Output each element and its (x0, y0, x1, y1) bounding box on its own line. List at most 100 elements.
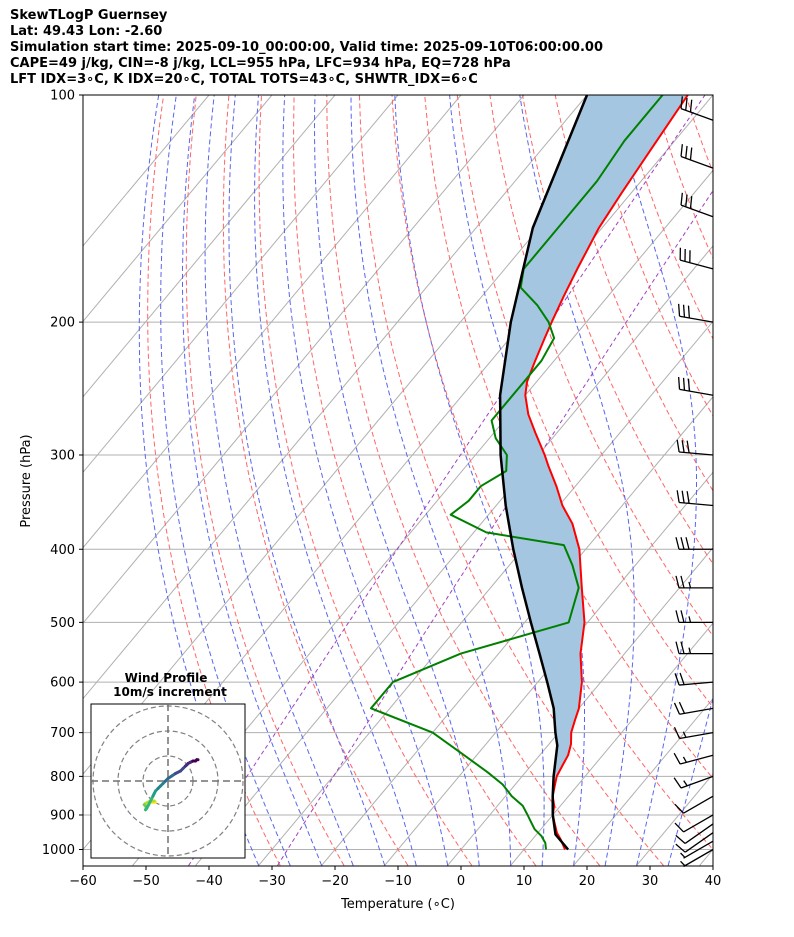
isotherm-gridline (83, 95, 399, 474)
wind-barb (674, 672, 714, 686)
mixing-ratio-line (277, 189, 713, 866)
moist-adiabat (519, 95, 635, 866)
wind-barb (675, 537, 713, 550)
y-tick-label: 300 (50, 448, 75, 463)
indices-line-1: CAPE=49 j/kg, CIN=-8 j/kg, LCL=955 hPa, … (10, 56, 511, 71)
isotherm-gridline (83, 95, 462, 549)
isotherm-gridline (510, 622, 713, 866)
dewpoint-line (370, 95, 664, 850)
dry-adiabat (685, 95, 713, 174)
dry-adiabat (293, 95, 537, 866)
y-tick-label: 800 (50, 770, 75, 785)
wind-barb (673, 701, 714, 715)
dry-adiabat (587, 95, 713, 417)
parcel-line (498, 95, 589, 851)
x-tick-label: −30 (258, 874, 285, 889)
dry-adiabat (185, 95, 345, 866)
moist-adiabat (350, 95, 512, 866)
moist-adiabat (313, 95, 480, 866)
wind-barb (674, 814, 714, 833)
wind-barb (675, 641, 713, 655)
dry-adiabat (456, 95, 713, 709)
wind-barb (675, 610, 713, 624)
mixing-ratio-line (188, 95, 706, 866)
dry-adiabat (652, 95, 713, 260)
y-tick-label: 100 (50, 89, 75, 104)
moist-adiabat (611, 95, 697, 866)
x-tick-label: 10 (516, 874, 533, 889)
dry-adiabat (147, 95, 281, 866)
isotherm-gridline (763, 95, 794, 865)
x-tick-label: 40 (705, 874, 722, 889)
x-tick-label: −20 (321, 874, 348, 889)
dry-adiabat (326, 95, 600, 866)
isotherm-gridline (83, 95, 588, 700)
x-tick-label: 0 (457, 874, 465, 889)
isotherm-gridline (83, 95, 525, 624)
moist-adiabat (228, 95, 386, 866)
y-axis-label: Pressure (hPa) (19, 434, 34, 527)
x-tick-label: −50 (132, 874, 159, 889)
wind-barb (673, 775, 714, 789)
y-tick-label: 900 (50, 808, 75, 823)
dry-adiabat (784, 95, 794, 866)
chart-title: SkewTLogP Guernsey (10, 8, 168, 23)
dry-adiabat (258, 95, 473, 866)
hodograph-subtitle: 10m/s increment (113, 685, 227, 699)
isotherm-gridline (321, 396, 713, 866)
wind-barb (673, 752, 714, 765)
chart-header: SkewTLogP Guernsey Lat: 49.43 Lon: -2.60… (10, 8, 603, 88)
y-tick-label: 400 (50, 543, 75, 558)
dry-adiabat (619, 95, 713, 340)
wind-barb (677, 303, 714, 323)
isotherm-gridline (699, 848, 713, 866)
x-tick-label: 20 (579, 874, 596, 889)
x-tick-label: −40 (195, 874, 222, 889)
moist-adiabat (667, 696, 713, 866)
moist-adiabat (160, 95, 291, 866)
isotherm-gridline (83, 95, 210, 247)
isotherm-gridline (573, 697, 713, 866)
dry-adiabat (751, 95, 794, 866)
dry-adiabat (522, 95, 713, 565)
wind-barb (675, 832, 714, 853)
isotherm-gridline (83, 95, 273, 323)
wind-barb (676, 439, 714, 456)
x-tick-label: 30 (642, 874, 659, 889)
moist-adiabat (204, 95, 354, 866)
wind-barb (680, 848, 714, 868)
y-tick-label: 600 (50, 676, 75, 691)
dry-adiabat (358, 95, 664, 866)
wind-barb (680, 192, 714, 218)
wind-barb (679, 247, 714, 270)
wind-barb (673, 726, 714, 740)
cin-shading (500, 95, 688, 842)
dry-adiabat (554, 95, 713, 492)
wind-barb (680, 144, 714, 169)
time-label: Simulation start time: 2025-09-10_00:00:… (10, 40, 603, 55)
wind-barb (676, 490, 714, 507)
location-label: Lat: 49.43 Lon: -2.60 (10, 24, 163, 39)
y-tick-label: 200 (50, 316, 75, 331)
hodograph-title: Wind Profile (125, 671, 208, 685)
wind-barb (680, 96, 714, 121)
wind-barb (680, 840, 714, 859)
wind-barb (675, 575, 713, 589)
y-tick-label: 700 (50, 726, 75, 741)
wind-barb (675, 823, 714, 844)
moist-adiabat (254, 95, 417, 866)
x-axis-label: Temperature (∘C) (340, 897, 455, 912)
x-tick-label: −60 (69, 874, 96, 889)
dry-adiabat (718, 95, 794, 866)
isotherm-gridline (636, 773, 713, 866)
y-tick-label: 1000 (42, 843, 75, 858)
indices-line-2: LFT IDX=3∘C, K IDX=20∘C, TOTAL TOTS=43∘C… (10, 72, 478, 87)
dry-adiabat (222, 95, 409, 866)
moist-adiabat (182, 95, 323, 866)
isotherm-gridline (83, 95, 336, 398)
wind-barb (674, 795, 714, 814)
wind-barb (677, 376, 714, 396)
isotherm-gridline (258, 320, 713, 866)
moist-adiabat (282, 95, 449, 866)
y-tick-label: 500 (50, 616, 75, 631)
